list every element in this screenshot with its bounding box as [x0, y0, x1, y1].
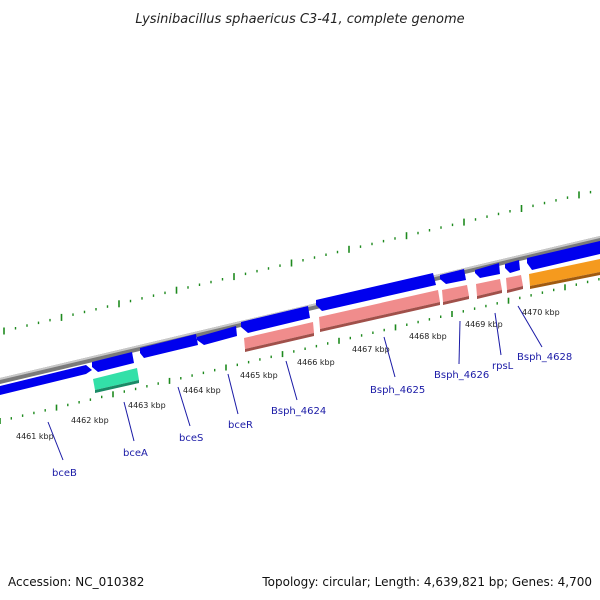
gene-label-bceB: bceB: [52, 468, 77, 479]
leader-line-bceB: [47, 421, 64, 461]
accession-text: Accession: NC_010382: [8, 575, 144, 589]
leader-line-Bsph_4626: [458, 320, 461, 365]
rna-gene-bar-1: [244, 322, 314, 349]
kbp-label: 4464 kbp: [183, 386, 221, 395]
gene-label-rpsL: rpsL: [492, 361, 514, 372]
kbp-label: 4467 kbp: [352, 345, 390, 354]
gene-label-Bsph_4628: Bsph_4628: [517, 352, 572, 363]
kbp-label: 4463 kbp: [128, 401, 166, 410]
rna-gene-bar-4-shadow: [477, 290, 502, 299]
outer-tick-track: [3, 190, 592, 335]
leader-line-bceS: [177, 386, 191, 427]
rna-gene-bar-3-shadow: [443, 296, 469, 305]
gene-arrow-small: [505, 260, 520, 273]
orange-gene-bar-shadow: [530, 272, 600, 289]
gene-label-Bsph_4625: Bsph_4625: [370, 385, 425, 396]
rna-gene-bar-5: [506, 275, 523, 290]
special-gene-bar-bceA-shadow: [95, 380, 139, 393]
kbp-label: 4465 kbp: [240, 371, 278, 380]
kbp-label: 4461 kbp: [16, 432, 54, 441]
gene-arrow-bceS: [140, 334, 198, 358]
leader-line-bceA: [123, 401, 135, 442]
orange-gene-bar: [529, 259, 600, 286]
gene-track: [0, 241, 600, 395]
gene-label-bceS: bceS: [179, 433, 203, 444]
leader-line-rpsL: [494, 312, 502, 356]
kbp-label: 4462 kbp: [71, 416, 109, 425]
kbp-label: 4468 kbp: [409, 332, 447, 341]
gene-arrow-bceA: [92, 352, 134, 372]
gene-arrow-Bsph_4626: [440, 269, 466, 284]
special-gene-bar-bceA: [93, 368, 139, 390]
rna-gene-bar-3: [442, 285, 469, 302]
gene-arrow-Bsph_4624: [241, 306, 310, 333]
rna-gene-bar-5-shadow: [507, 286, 523, 293]
inner-tick-track: [0, 278, 600, 424]
leader-line-Bsph_4628: [517, 305, 543, 348]
kbp-label: 4469 kbp: [465, 320, 503, 329]
genome-summary-text: Topology: circular; Length: 4,639,821 bp…: [261, 575, 592, 589]
rna-gene-bar-2: [319, 290, 440, 329]
gene-label-Bsph_4624: Bsph_4624: [271, 406, 326, 417]
gene-arrow-Bsph_4625: [316, 273, 436, 311]
kbp-label: 4466 kbp: [297, 358, 335, 367]
gene-label-bceA: bceA: [123, 448, 148, 459]
gene-arrow-right: [527, 241, 600, 270]
gene-label-leaders: [47, 305, 543, 461]
leader-line-Bsph_4625: [383, 336, 396, 378]
rna-gene-bar-4: [476, 279, 502, 296]
leader-line-Bsph_4624: [285, 360, 298, 401]
leader-line-bceR: [227, 373, 239, 415]
rna-gene-bar-1-shadow: [245, 333, 314, 352]
gene-arrow-bceR: [197, 326, 237, 345]
kbp-label-group: 4461 kbp 4462 kbp 4463 kbp 4464 kbp 4465…: [16, 308, 560, 441]
kbp-label: 4470 kbp: [522, 308, 560, 317]
gene-label-bceR: bceR: [228, 420, 253, 431]
genome-title: Lysinibacillus sphaericus C3-41, complet…: [135, 12, 464, 27]
rna-gene-bar-2-shadow: [320, 302, 440, 332]
gene-label-Bsph_4626: Bsph_4626: [434, 370, 489, 381]
gene-label-group: bceB bceA bceS bceR Bsph_4624 Bsph_4625 …: [52, 352, 572, 479]
gene-arrow-rpsL: [475, 263, 500, 278]
gene-arrow-bceB: [0, 365, 92, 395]
